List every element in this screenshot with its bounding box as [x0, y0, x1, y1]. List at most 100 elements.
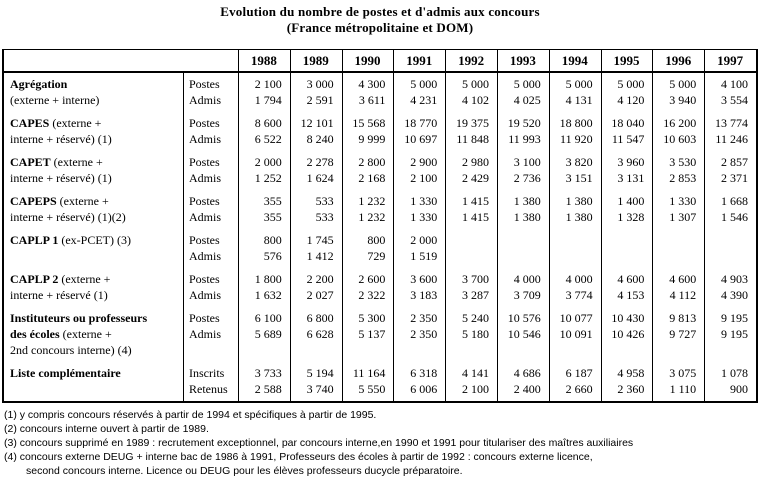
year-header-row: 1988 1989 1990 1991 1992 1993 1994 1995 1996 1997: [4, 50, 756, 73]
data-cell: 9 727: [669, 327, 697, 341]
data-cell: 6 522: [254, 132, 282, 146]
table-row: Instituteurs ou professeurs Postes 6 100 6 …: [4, 310, 756, 326]
data-cell: 900: [729, 382, 748, 396]
footnote: (1) y compris concours réservés à partir…: [4, 409, 377, 421]
footnote: (4) concours externe DEUG + interne bac …: [4, 451, 593, 463]
data-cell: 2 588: [254, 382, 282, 396]
measure-label: Admis: [189, 171, 222, 185]
data-cell: 11 547: [611, 132, 645, 146]
year-header: 1991: [406, 53, 433, 68]
row-group: Liste complémentaire Inscrits 3 733 5 194 11…: [4, 365, 756, 397]
data-cell: 5 180: [461, 327, 489, 341]
measure-label: Postes: [189, 194, 220, 208]
year-header: 1995: [613, 53, 640, 68]
data-cell: 533: [315, 210, 334, 224]
data-cell: 6 800: [306, 311, 334, 325]
data-cell: 4 120: [617, 93, 645, 107]
data-cell: 3 820: [565, 155, 593, 169]
data-cell: [393, 342, 445, 358]
data-cell: 4 112: [669, 288, 697, 302]
row-group: CAPET (externe + Postes 2 000 2 278 2 800 2 9…: [4, 154, 756, 186]
data-cell: 6 628: [306, 327, 334, 341]
table-row: CAPET (externe + Postes 2 000 2 278 2 800 2 9…: [4, 154, 756, 170]
data-cell: 9 999: [358, 132, 386, 146]
data-cell: 4 100: [720, 77, 748, 91]
row-label-bold: Agrégation: [10, 77, 68, 91]
row-label-bold: CAPEPS: [10, 194, 57, 208]
data-cell: 1 412: [306, 249, 334, 263]
data-cell: 2 800: [358, 155, 386, 169]
row-label: CAPEPS (externe +: [4, 193, 183, 209]
data-cell: 1 380: [513, 210, 541, 224]
row-label-bold: CAPLP 1: [10, 233, 59, 247]
data-cell: 2 400: [513, 382, 541, 396]
data-cell: 2 853: [669, 171, 697, 185]
row-label-rest: (externe +: [59, 327, 112, 341]
data-cell: [652, 248, 704, 264]
data-cell: [652, 342, 704, 358]
data-cell: 5 300: [358, 311, 386, 325]
data-cell: 5 137: [358, 327, 386, 341]
data-cell: 9 195: [720, 311, 748, 325]
data-cell: 1 380: [565, 194, 593, 208]
data-cell: 2 591: [306, 93, 334, 107]
data-cell: 1 415: [461, 194, 489, 208]
data-cell: 11 993: [508, 132, 541, 146]
row-label: (externe + interne): [4, 92, 183, 108]
row-label-rest: (externe +: [56, 194, 109, 208]
data-cell: 1 078: [720, 366, 748, 380]
row-group: Agrégation Postes 2 100 3 000 4 300 5 000 5 00…: [4, 76, 756, 108]
data-cell: 11 848: [456, 132, 489, 146]
data-cell: 1 232: [358, 210, 386, 224]
data-cell: 2 736: [513, 171, 541, 185]
data-cell: 355: [263, 194, 282, 208]
measure-label: Postes: [189, 155, 220, 169]
row-label-bold: des écoles: [10, 327, 60, 341]
table-row: Retenus 2 588 3 740 5 550 6 006 2 100 2 400 2 6…: [4, 381, 756, 397]
row-label: des écoles (externe +: [4, 326, 183, 342]
data-cell: 1 328: [617, 210, 645, 224]
measure-label: Postes: [189, 272, 220, 286]
row-group: CAPEPS (externe + Postes 355 533 1 232 1 330 1…: [4, 193, 756, 225]
data-cell: 10 426: [611, 327, 645, 341]
row-label-rest: interne + réservé (1): [10, 288, 108, 302]
data-cell: 18 770: [404, 116, 438, 130]
row-label: 2nd concours interne) (4): [4, 342, 183, 358]
data-cell: [549, 232, 601, 248]
data-cell: 10 546: [507, 327, 541, 341]
data-cell: 4 903: [720, 272, 748, 286]
data-cell: 19 375: [455, 116, 489, 130]
table-row: Agrégation Postes 2 100 3 000 4 300 5 000 5 00…: [4, 76, 756, 92]
data-cell: 1 307: [669, 210, 697, 224]
row-label: Agrégation: [4, 76, 183, 92]
row-label: Liste complémentaire: [4, 365, 183, 381]
data-cell: 2 600: [358, 272, 386, 286]
data-cell: [497, 342, 549, 358]
table-row: CAPLP 2 (externe + Postes 1 800 2 200 2 600 3…: [4, 271, 756, 287]
measure-label: Postes: [189, 233, 220, 247]
table-row: interne + réservé) (1) Admis 1 252 1 624 2 1…: [4, 170, 756, 186]
measure-label: Postes: [189, 77, 220, 91]
data-cell: 19 520: [507, 116, 541, 130]
data-cell: 10 077: [559, 311, 593, 325]
data-cell: 1 519: [410, 249, 438, 263]
data-cell: 5 000: [617, 77, 645, 91]
data-cell: [497, 248, 549, 264]
table-row: interne + réservé (1) Admis 1 632 2 027 2 32…: [4, 287, 756, 303]
data-cell: 3 287: [461, 288, 489, 302]
row-label: CAPLP 2 (externe +: [4, 271, 183, 287]
table-row: Liste complémentaire Inscrits 3 733 5 194 11…: [4, 365, 756, 381]
data-cell: 6 100: [254, 311, 282, 325]
data-cell: 10 576: [507, 311, 541, 325]
data-cell: 1 745: [306, 233, 334, 247]
data-cell: 4 131: [565, 93, 593, 107]
data-cell: [601, 342, 653, 358]
data-cell: 5 689: [254, 327, 282, 341]
data-cell: 1 380: [565, 210, 593, 224]
data-cell: 2 100: [461, 382, 489, 396]
data-cell: [290, 342, 342, 358]
data-cell: 1 415: [461, 210, 489, 224]
data-cell: 355: [263, 210, 282, 224]
data-cell: 2 980: [461, 155, 489, 169]
data-cell: 9 813: [669, 311, 697, 325]
